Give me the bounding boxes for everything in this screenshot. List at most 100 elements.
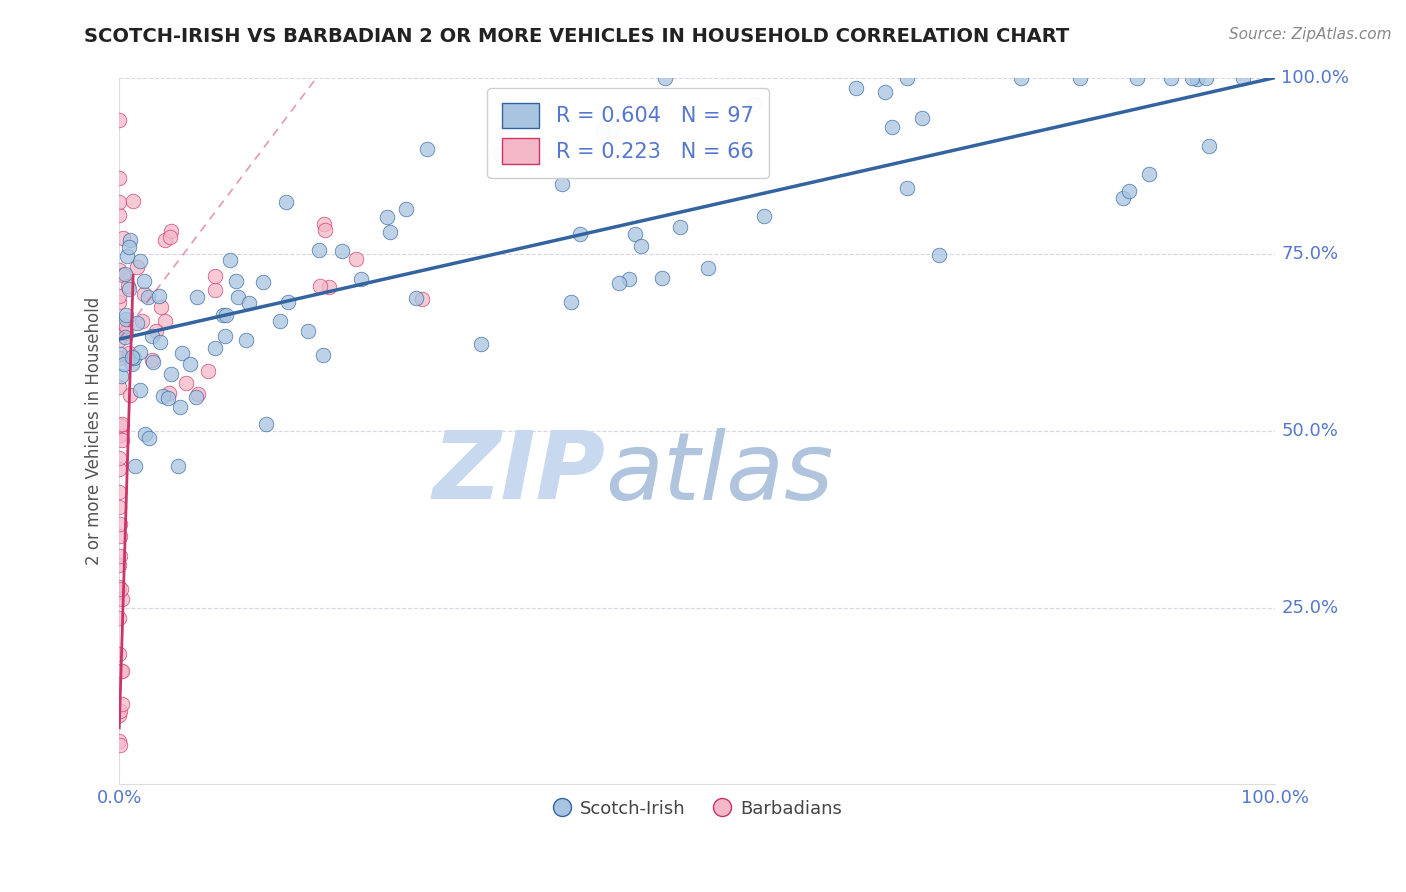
Point: [911, 111, 934, 125]
Point: [111, 433, 134, 447]
Point: [110, 664, 132, 678]
Point: [170, 346, 193, 360]
Point: [108, 462, 131, 476]
Point: [111, 697, 134, 711]
Text: 100.0%: 100.0%: [1281, 69, 1350, 87]
Text: atlas: atlas: [605, 428, 834, 519]
Text: 50.0%: 50.0%: [1281, 422, 1339, 440]
Point: [607, 276, 630, 290]
Point: [668, 219, 690, 234]
Point: [121, 357, 143, 371]
Point: [344, 252, 367, 266]
Point: [114, 309, 136, 323]
Point: [108, 450, 131, 465]
Point: [277, 295, 299, 310]
Point: [153, 314, 176, 328]
Point: [312, 217, 335, 231]
Point: [169, 400, 191, 414]
Point: [129, 253, 152, 268]
Point: [654, 70, 676, 85]
Point: [108, 289, 131, 303]
Point: [117, 279, 139, 293]
Point: [108, 517, 131, 532]
Point: [108, 733, 131, 747]
Point: [166, 459, 188, 474]
Point: [308, 243, 330, 257]
Point: [108, 707, 131, 722]
Point: [1232, 70, 1254, 85]
Point: [111, 591, 134, 606]
Point: [118, 346, 141, 360]
Point: [160, 367, 183, 381]
Point: [896, 181, 918, 195]
Point: [108, 334, 131, 348]
Point: [882, 120, 904, 134]
Point: [405, 291, 427, 305]
Point: [108, 113, 131, 128]
Point: [134, 426, 156, 441]
Point: [186, 391, 208, 405]
Point: [114, 318, 136, 333]
Point: [211, 309, 233, 323]
Point: [928, 248, 950, 262]
Point: [375, 210, 398, 224]
Point: [114, 324, 136, 338]
Point: [129, 345, 152, 359]
Point: [630, 239, 652, 253]
Point: [148, 289, 170, 303]
Point: [742, 96, 765, 111]
Point: [112, 357, 135, 371]
Point: [215, 309, 238, 323]
Point: [112, 268, 135, 282]
Point: [114, 267, 136, 281]
Point: [214, 328, 236, 343]
Point: [1195, 70, 1218, 85]
Point: [174, 376, 197, 390]
Point: [149, 301, 172, 315]
Text: SCOTCH-IRISH VS BARBADIAN 2 OR MORE VEHICLES IN HOUSEHOLD CORRELATION CHART: SCOTCH-IRISH VS BARBADIAN 2 OR MORE VEHI…: [84, 27, 1070, 45]
Point: [110, 704, 132, 718]
Point: [108, 647, 131, 661]
Point: [624, 227, 647, 241]
Point: [204, 341, 226, 355]
Point: [110, 428, 132, 442]
Point: [394, 202, 416, 216]
Point: [114, 312, 136, 326]
Point: [697, 261, 720, 276]
Point: [1126, 70, 1149, 85]
Point: [157, 386, 180, 401]
Text: Source: ZipAtlas.com: Source: ZipAtlas.com: [1229, 27, 1392, 42]
Point: [108, 347, 131, 361]
Point: [110, 582, 132, 597]
Point: [218, 252, 240, 267]
Point: [378, 225, 401, 239]
Point: [118, 240, 141, 254]
Point: [1198, 138, 1220, 153]
Point: [226, 290, 249, 304]
Point: [108, 484, 131, 499]
Point: [145, 325, 167, 339]
Point: [118, 233, 141, 247]
Point: [1160, 70, 1182, 85]
Point: [131, 314, 153, 328]
Point: [617, 271, 640, 285]
Point: [122, 351, 145, 365]
Legend: Scotch-Irish, Barbadians: Scotch-Irish, Barbadians: [546, 792, 849, 825]
Point: [115, 248, 138, 262]
Point: [873, 85, 896, 99]
Point: [121, 350, 143, 364]
Point: [312, 348, 335, 362]
Point: [108, 611, 131, 625]
Point: [108, 417, 131, 432]
Point: [550, 178, 572, 192]
Point: [122, 194, 145, 208]
Point: [411, 292, 433, 306]
Point: [569, 227, 592, 242]
Point: [225, 274, 247, 288]
Point: [141, 329, 163, 343]
Point: [330, 244, 353, 258]
Point: [125, 260, 148, 274]
Point: [149, 334, 172, 349]
Point: [111, 417, 134, 431]
Point: [108, 262, 131, 277]
